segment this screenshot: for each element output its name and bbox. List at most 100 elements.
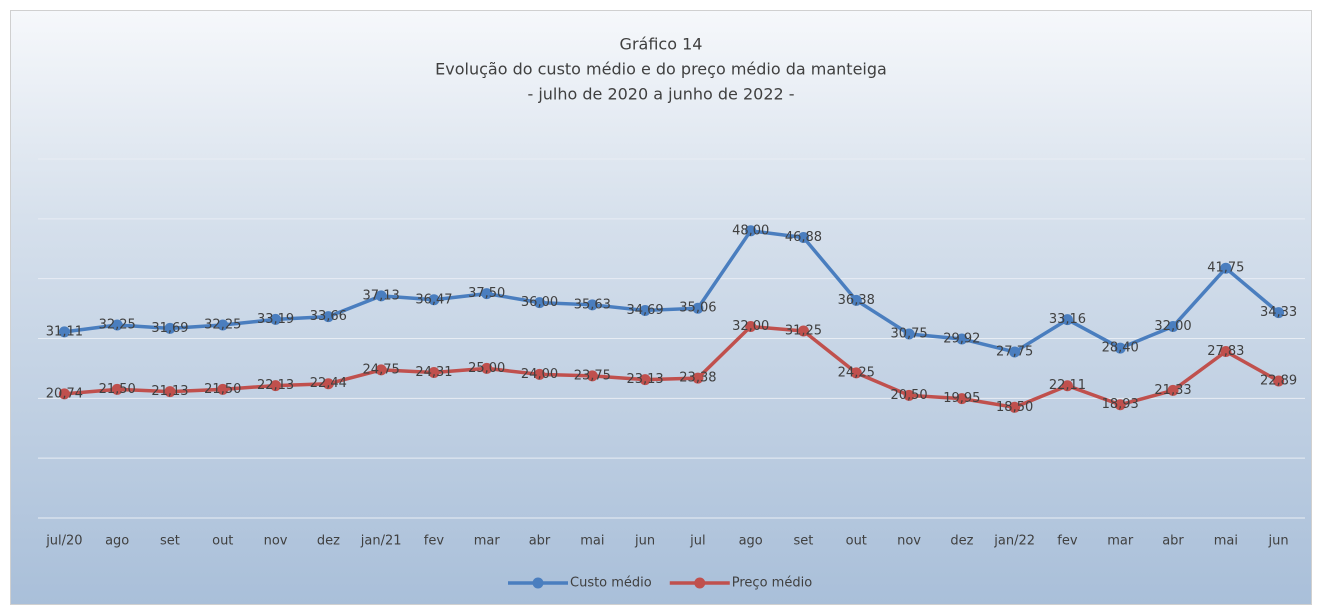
x-tick-label: ago	[739, 534, 763, 549]
data-label: 35,06	[679, 301, 716, 316]
x-tick-label: abr	[1162, 534, 1184, 549]
x-tick-label: jun	[634, 534, 655, 549]
data-point	[375, 364, 387, 376]
data-point	[217, 383, 229, 395]
data-point	[534, 368, 546, 380]
data-label: 41,75	[1207, 261, 1244, 276]
data-point	[428, 367, 440, 379]
data-label: 32,25	[99, 318, 136, 333]
data-point	[481, 362, 493, 374]
data-point	[1167, 321, 1179, 333]
data-point	[58, 388, 70, 400]
x-tick-label: set	[794, 534, 814, 549]
data-label: 29,92	[943, 331, 980, 346]
data-point	[639, 304, 651, 316]
data-label: 28,40	[1102, 341, 1139, 356]
data-point	[1114, 399, 1126, 411]
data-point	[797, 232, 809, 244]
data-label: 35,63	[574, 297, 611, 312]
data-label: 34,69	[626, 303, 663, 318]
data-point	[850, 294, 862, 306]
data-point	[1114, 342, 1126, 354]
data-point	[1220, 262, 1232, 274]
x-tick-label: dez	[317, 534, 340, 549]
x-tick-label: out	[846, 534, 867, 549]
data-point	[692, 302, 704, 314]
x-tick-label: jan/22	[993, 534, 1035, 549]
data-point	[534, 297, 546, 309]
data-label: 25,00	[468, 361, 505, 376]
data-label: 33,19	[257, 312, 294, 327]
data-point	[956, 333, 968, 345]
data-point	[1273, 307, 1285, 319]
data-point	[850, 367, 862, 379]
x-tick-label: nov	[897, 534, 921, 549]
data-point	[1220, 345, 1232, 357]
data-point	[586, 299, 598, 311]
chart-title: Gráfico 14	[620, 35, 703, 54]
legend-label: Preço médio	[732, 576, 812, 591]
data-point	[745, 225, 757, 237]
data-point	[1061, 380, 1073, 392]
data-point	[111, 319, 123, 331]
chart-background	[10, 10, 1312, 605]
data-label: 31,25	[785, 324, 822, 339]
data-label: 23,38	[679, 371, 716, 386]
data-point	[1167, 384, 1179, 396]
data-label: 22,11	[1049, 378, 1086, 393]
data-label: 24,25	[838, 365, 875, 380]
data-label: 37,50	[468, 286, 505, 301]
data-label: 32,00	[732, 319, 769, 334]
data-point	[903, 389, 915, 401]
data-label: 22,89	[1260, 374, 1297, 389]
x-tick-label: jul	[689, 534, 705, 549]
data-label: 36,38	[838, 293, 875, 308]
data-point	[745, 321, 757, 333]
data-point	[322, 378, 334, 390]
data-label: 21,50	[204, 382, 241, 397]
data-label: 18,50	[996, 400, 1033, 415]
data-point	[58, 326, 70, 338]
data-label: 20,50	[890, 388, 927, 403]
data-label: 20,74	[46, 386, 83, 401]
data-label: 18,93	[1102, 397, 1139, 412]
x-tick-label: abr	[529, 534, 551, 549]
data-label: 23,75	[574, 368, 611, 383]
data-point	[956, 393, 968, 405]
data-point	[428, 294, 440, 306]
x-tick-label: fev	[424, 534, 445, 549]
data-point	[1009, 346, 1021, 358]
x-tick-label: dez	[950, 534, 973, 549]
data-label: 23,13	[626, 372, 663, 387]
x-tick-label: mai	[580, 534, 604, 549]
x-tick-label: jan/21	[360, 534, 402, 549]
data-point	[270, 313, 282, 325]
x-tick-label: jul/20	[45, 534, 82, 549]
data-point	[692, 372, 704, 384]
data-label: 33,66	[310, 309, 347, 324]
data-label: 36,00	[521, 295, 558, 310]
x-tick-label: out	[212, 534, 233, 549]
x-tick-label: mai	[1214, 534, 1238, 549]
data-point	[375, 290, 387, 302]
data-point	[164, 322, 176, 334]
data-label: 24,31	[415, 365, 452, 380]
legend-item: Preço médio	[669, 576, 812, 591]
series-line	[64, 324, 1280, 410]
data-point	[586, 370, 598, 382]
x-tick-label: fev	[1057, 534, 1078, 549]
data-point	[270, 380, 282, 392]
x-tick-label: set	[160, 534, 180, 549]
data-point	[1061, 314, 1073, 326]
data-label: 22,44	[310, 376, 347, 391]
data-label: 30,75	[890, 327, 927, 342]
data-label: 31,69	[151, 321, 188, 336]
data-point	[217, 319, 229, 331]
data-label: 22,13	[257, 378, 294, 393]
data-label: 24,00	[521, 367, 558, 382]
legend-item: Custo médio	[508, 576, 652, 591]
x-tick-label: jun	[1268, 534, 1289, 549]
legend-label: Custo médio	[570, 576, 652, 591]
